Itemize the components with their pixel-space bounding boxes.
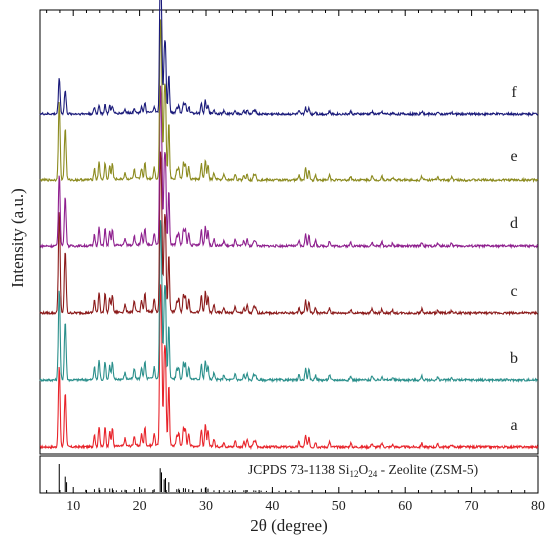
x-tick-label: 80 <box>531 499 545 514</box>
series-line-c <box>39 151 538 317</box>
series-line-f <box>39 0 539 118</box>
series-line-a <box>39 284 539 451</box>
reference-frame <box>39 455 539 494</box>
series-label-a: a <box>510 417 517 434</box>
reference-sticks <box>58 464 300 492</box>
series-label-c: c <box>510 283 517 300</box>
series-label-e: e <box>510 148 517 165</box>
reference-label-sub1: 12 <box>350 469 359 479</box>
reference-label: JCPDS 73-1138 Si12O24 - Zeolite (ZSM-5) <box>248 462 478 479</box>
plot-frame <box>39 9 539 455</box>
x-axis-title: 2θ (degree) <box>250 516 328 535</box>
x-tick-label: 60 <box>398 499 412 514</box>
series-label-f: f <box>511 84 517 101</box>
reference-label-prefix: JCPDS 73-1138 Si <box>248 462 350 477</box>
reference-label-mid: O <box>359 462 369 477</box>
y-axis-title: Intensity (a.u.) <box>8 188 27 288</box>
series-line-d <box>39 85 539 250</box>
x-tick-label: 10 <box>66 499 80 514</box>
reference-label-sub2: 24 <box>368 469 378 479</box>
series-line-e <box>39 19 539 184</box>
series-line-b <box>39 220 538 384</box>
reference-label-suffix: - Zeolite (ZSM-5) <box>377 462 478 477</box>
series-label-b: b <box>510 350 518 367</box>
xrd-traces: a b c d e f <box>39 0 539 451</box>
series-label-d: d <box>510 215 518 232</box>
x-tick-label: 40 <box>265 499 279 514</box>
x-tick-label: 30 <box>199 499 213 514</box>
x-axis: 10 20 30 40 50 60 70 80 <box>46 10 545 514</box>
x-tick-label: 50 <box>332 499 346 514</box>
x-tick-label: 70 <box>465 499 479 514</box>
x-tick-label: 20 <box>133 499 147 514</box>
